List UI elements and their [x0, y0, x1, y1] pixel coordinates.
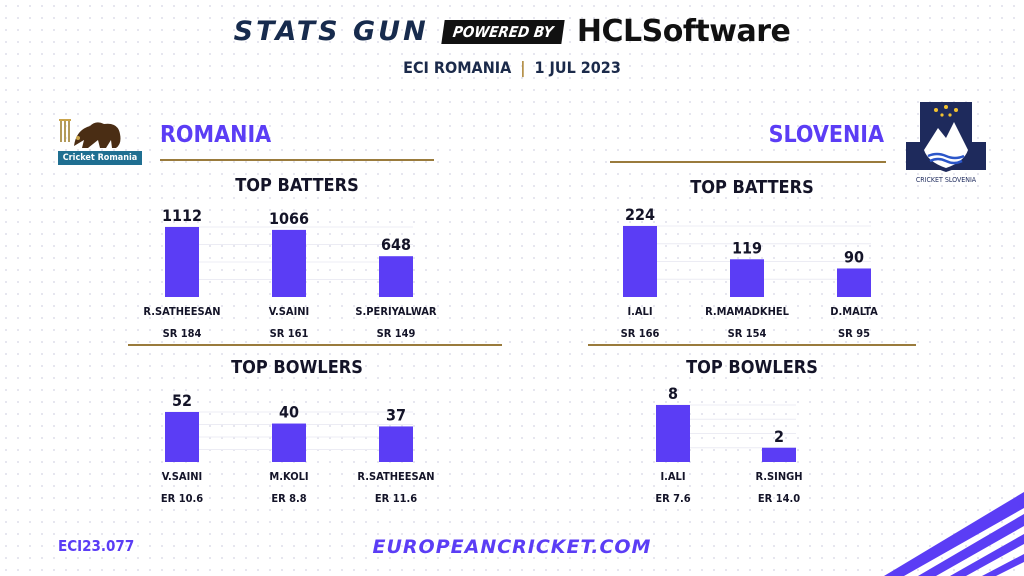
player-label: V.SAINI — [269, 305, 309, 318]
logo-text-romania: Cricket Romania — [62, 153, 138, 163]
bear-icon — [58, 119, 142, 165]
website-link[interactable]: EUROPEANCRICKET.COM — [372, 536, 652, 558]
player-label: V.SAINI — [162, 470, 202, 483]
player-label: I.ALI — [627, 305, 652, 318]
value-label: 40 — [279, 403, 299, 422]
rate-label: SR 149 — [377, 327, 416, 340]
corner-stripes-decoration — [884, 492, 1024, 576]
cricket-romania-logo: Cricket Romania — [56, 116, 144, 168]
rate-label: SR 154 — [728, 327, 767, 340]
rate-label: SR 161 — [270, 327, 309, 340]
divider-romania-top — [160, 159, 434, 161]
bar — [837, 268, 871, 297]
player-label: M.KOLI — [269, 470, 308, 483]
value-label: 90 — [844, 247, 864, 266]
team-name-romania: ROMANIA — [160, 122, 272, 148]
rate-label: SR 95 — [838, 327, 870, 340]
cricket-slovenia-logo: CRICKET SLOVENIA — [906, 98, 986, 190]
player-label: R.SATHEESAN — [357, 470, 434, 483]
rate-label: ER 7.6 — [655, 492, 690, 505]
rate-label: ER 10.6 — [161, 492, 203, 505]
value-label: 2 — [774, 427, 784, 446]
bar — [762, 447, 796, 462]
hcl-software-logo: HCLSoftware — [576, 14, 791, 49]
match-separator: | — [520, 58, 526, 77]
match-info: ECI ROMANIA | 1 JUL 2023 — [0, 58, 1024, 77]
team-name-slovenia: SLOVENIA — [768, 122, 884, 148]
divider-slovenia-top — [610, 161, 886, 163]
brand-header: STATS GUN POWERED BY HCLSoftware — [0, 14, 1024, 49]
rate-label: SR 184 — [163, 327, 202, 340]
player-label: R.MAMADKHEL — [705, 305, 790, 318]
bar — [165, 412, 199, 462]
section-title-slovenia-batters: TOP BATTERS — [690, 177, 814, 198]
shield-icon — [906, 102, 986, 172]
player-label: S.PERIYALWAR — [355, 305, 437, 318]
value-label: 1112 — [162, 206, 202, 225]
section-title-romania-bowlers: TOP BOWLERS — [231, 357, 363, 378]
bar — [165, 227, 199, 297]
bar — [272, 229, 306, 297]
value-label: 224 — [625, 205, 655, 224]
rate-label: ER 11.6 — [375, 492, 417, 505]
value-label: 648 — [381, 235, 411, 254]
divider-slovenia-middle — [588, 344, 916, 346]
match-date: 1 JUL 2023 — [534, 58, 621, 77]
bar — [730, 259, 764, 297]
value-label: 37 — [386, 405, 406, 424]
player-label: D.MALTA — [830, 305, 878, 318]
bar — [272, 423, 306, 462]
rate-label: SR 166 — [621, 327, 660, 340]
value-label: 52 — [172, 391, 192, 410]
stats-gun-logo: STATS GUN — [233, 16, 429, 47]
section-title-romania-batters: TOP BATTERS — [235, 175, 359, 196]
player-label: R.SATHEESAN — [143, 305, 220, 318]
rate-label: ER 8.8 — [271, 492, 306, 505]
match-code: ECI23.077 — [58, 537, 135, 555]
value-label: 1066 — [269, 209, 309, 228]
player-label: I.ALI — [660, 470, 685, 483]
value-label: 8 — [668, 384, 678, 403]
rate-label: ER 14.0 — [758, 492, 800, 505]
player-label: R.SINGH — [755, 470, 802, 483]
value-label: 119 — [732, 238, 762, 257]
bar — [656, 405, 690, 462]
section-title-slovenia-bowlers: TOP BOWLERS — [686, 357, 818, 378]
match-event: ECI ROMANIA — [403, 58, 512, 77]
bar — [379, 256, 413, 297]
bar — [623, 226, 657, 297]
logo-text-slovenia: CRICKET SLOVENIA — [915, 176, 977, 184]
bar — [379, 426, 413, 462]
divider-romania-middle — [128, 344, 502, 346]
